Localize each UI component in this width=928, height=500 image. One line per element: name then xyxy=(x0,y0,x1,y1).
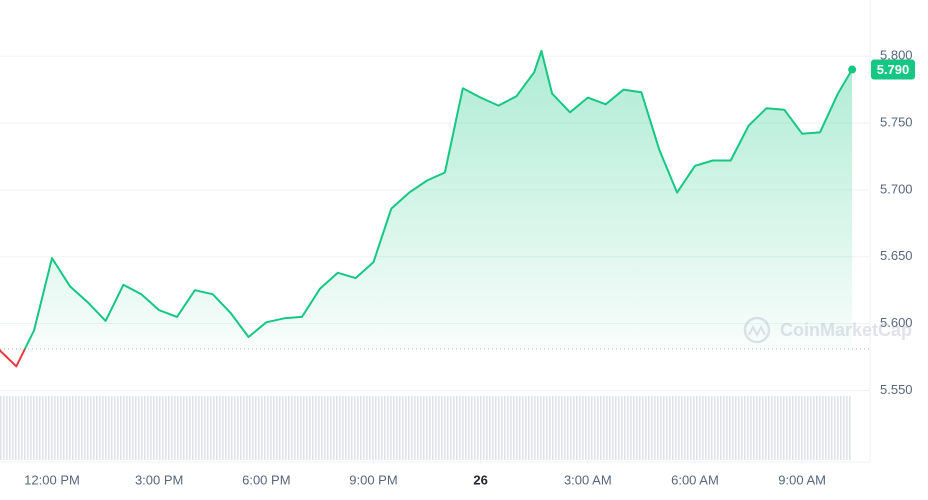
x-tick-label: 9:00 PM xyxy=(349,472,397,487)
x-tick-label: 3:00 AM xyxy=(564,472,612,487)
y-tick-label: 5.600 xyxy=(880,315,913,330)
y-tick-label: 5.800 xyxy=(880,48,913,63)
x-tick-label: 6:00 AM xyxy=(671,472,719,487)
last-price-box xyxy=(871,59,915,80)
watermark: CoinMarketCap xyxy=(743,316,912,344)
volume-bars xyxy=(0,396,852,460)
x-tick-label: 3:00 PM xyxy=(135,472,183,487)
y-tick-label: 5.550 xyxy=(880,382,913,397)
last-point xyxy=(848,65,857,74)
x-tick-label: 12:00 PM xyxy=(24,472,80,487)
y-tick-label: 5.650 xyxy=(880,248,913,263)
price-line xyxy=(23,49,853,350)
y-tick-label: 5.700 xyxy=(880,181,913,196)
area xyxy=(24,50,853,350)
x-tick-label: 9:00 AM xyxy=(778,472,826,487)
last-price-label: 5.790 xyxy=(877,62,910,77)
x-tick-label: 26 xyxy=(473,472,487,487)
y-tick-label: 5.750 xyxy=(880,114,913,129)
watermark-text: CoinMarketCap xyxy=(780,320,912,340)
x-tick-label: 6:00 PM xyxy=(242,472,290,487)
